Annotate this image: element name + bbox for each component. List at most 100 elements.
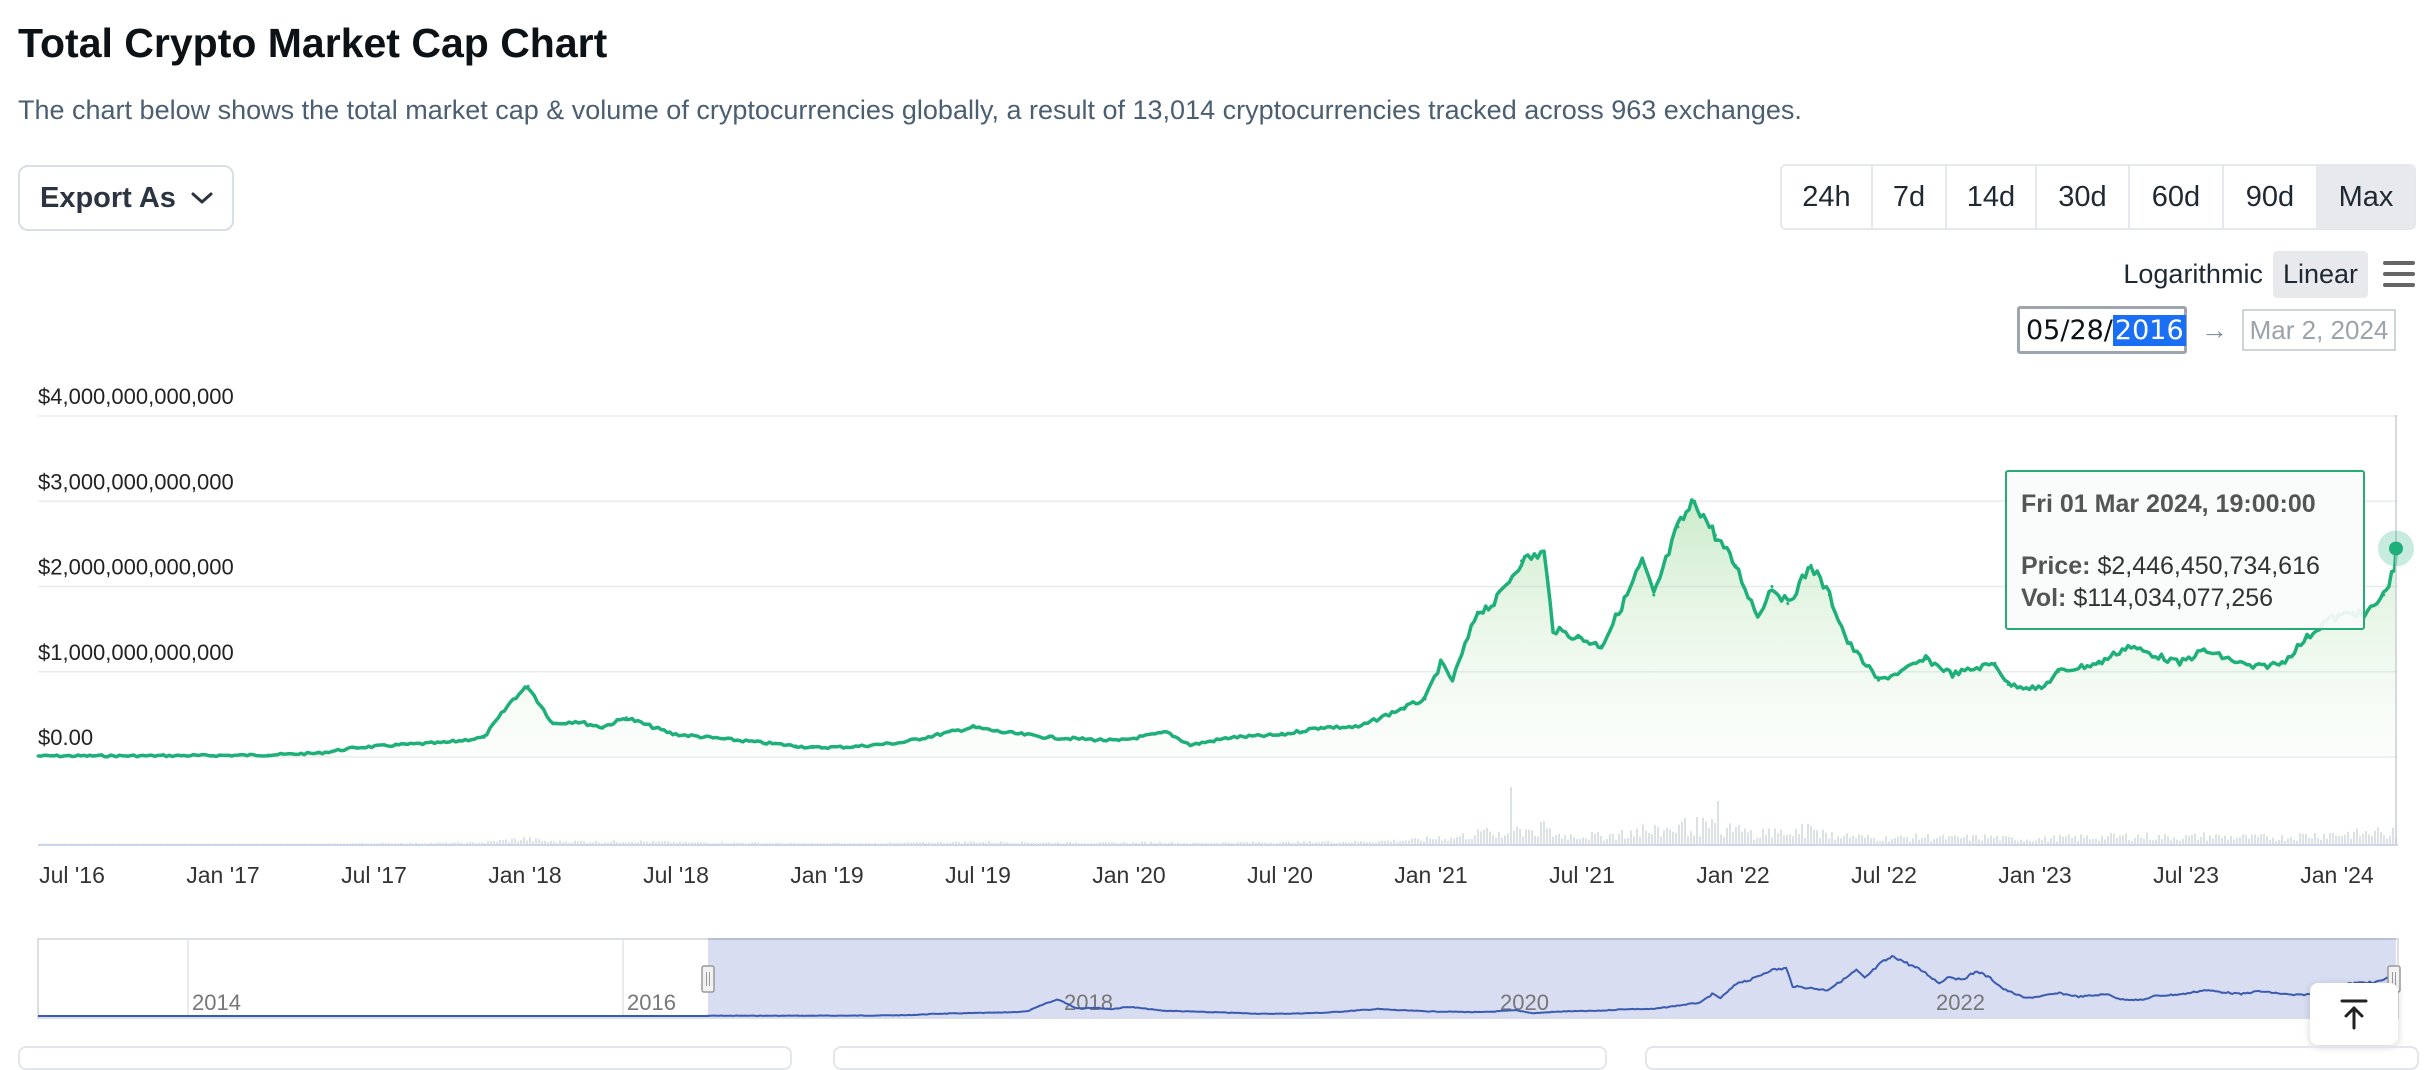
volume-bar [1135,842,1137,844]
linear-scale-button[interactable]: Linear [2272,250,2368,298]
volume-bar [673,842,675,844]
tooltip-price-value: $2,446,450,734,616 [2097,552,2320,580]
range-90d-button[interactable]: 90d [2224,166,2318,228]
volume-bar [2170,840,2172,844]
volume-bar [2281,834,2283,844]
range-24h-button[interactable]: 24h [1782,166,1873,228]
volume-bar [700,842,702,844]
volume-bar [880,843,882,844]
data-point [1423,697,1427,701]
x-tick-label: Jan '17 [186,862,259,888]
page-title: Total Crypto Market Cap Chart [18,20,608,66]
date-from-input[interactable]: 05/28/2016 [2017,306,2187,354]
volume-bar [1387,840,1389,844]
volume-bar [2167,836,2169,844]
volume-bar [1690,831,1692,844]
data-point [1599,644,1603,648]
range-max-button[interactable]: Max [2318,166,2414,228]
volume-bar [187,843,189,844]
volume-bar [2191,834,2193,844]
volume-bar [2362,833,2364,844]
volume-bar [979,842,981,844]
logarithmic-scale-button[interactable]: Logarithmic [2123,258,2263,289]
volume-bar [1612,833,1614,844]
volume-bar [229,843,231,844]
volume-bar [1498,832,1500,844]
volume-bar [1231,843,1233,844]
navigator-handle[interactable] [701,965,715,993]
volume-bar [754,842,756,844]
volume-bar [2119,835,2121,844]
navigator-tick-label: 2018 [1064,990,1113,1015]
volume-bar [1084,843,1086,844]
date-to-input[interactable]: Mar 2, 2024 [2242,309,2396,351]
volume-bar [790,842,792,844]
volume-bar [580,840,582,844]
volume-bar [43,843,45,844]
volume-bar [1876,841,1878,844]
volume-bar [451,842,453,844]
volume-bar [1813,829,1815,844]
volume-bar [211,843,213,844]
volume-bar [2080,834,2082,844]
volume-bar [760,843,762,844]
volume-bar [448,843,450,844]
volume-bar [2344,834,2346,844]
volume-bar [286,843,288,844]
volume-bar [1618,833,1620,844]
volume-bar [2137,834,2139,844]
volume-bar [1972,835,1974,844]
range-30d-button[interactable]: 30d [2037,166,2130,228]
volume-bar [241,843,243,844]
volume-bar [1882,841,1884,844]
volume-bar [1870,838,1872,844]
volume-bar [1582,837,1584,844]
market-cap-chart[interactable]: $4,000,000,000,000 $3,000,000,000,000 $2,0… [0,370,2436,1040]
data-point [573,719,577,723]
scroll-to-top-button[interactable] [2310,983,2398,1045]
hamburger-menu-icon[interactable] [2382,259,2416,289]
volume-bar [766,843,768,844]
volume-bar [1834,839,1836,844]
data-point [1001,730,1005,734]
volume-bar [1354,840,1356,844]
volume-bar [1552,836,1554,844]
range-7d-button[interactable]: 7d [1873,166,1947,228]
volume-bar [259,843,261,844]
volume-bar [916,842,918,844]
volume-bar [436,842,438,844]
range-14d-button[interactable]: 14d [1947,166,2037,228]
volume-bar [1156,842,1158,844]
volume-bar [1138,843,1140,844]
volume-bar [487,841,489,844]
volume-bar [2176,839,2178,844]
volume-bar [2335,835,2337,844]
volume-bar [763,843,765,844]
volume-bar [232,843,234,844]
volume-bar [1318,842,1320,844]
export-as-button[interactable]: Export As [18,165,234,231]
volume-bar [541,841,543,844]
volume-bar [244,843,246,844]
volume-bar [52,843,54,844]
volume-bar [370,843,372,844]
volume-bar [2203,832,2205,844]
volume-bar [940,841,942,844]
volume-bar [472,842,474,844]
volume-bar [1675,832,1677,844]
volume-bar [1804,837,1806,844]
volume-bar [1003,842,1005,844]
volume-bar [1996,835,1998,844]
volume-bar [2263,833,2265,844]
volume-bar [2254,834,2256,844]
volume-bar [982,841,984,844]
volume-bar [1399,841,1401,844]
volume-bar [2332,832,2334,844]
volume-bar [874,842,876,844]
stat-card [833,1046,1607,1070]
volume-bar [2251,834,2253,844]
volume-bar [115,843,117,844]
range-60d-button[interactable]: 60d [2130,166,2224,228]
volume-bar [1855,837,1857,844]
volume-bar [1900,835,1902,844]
